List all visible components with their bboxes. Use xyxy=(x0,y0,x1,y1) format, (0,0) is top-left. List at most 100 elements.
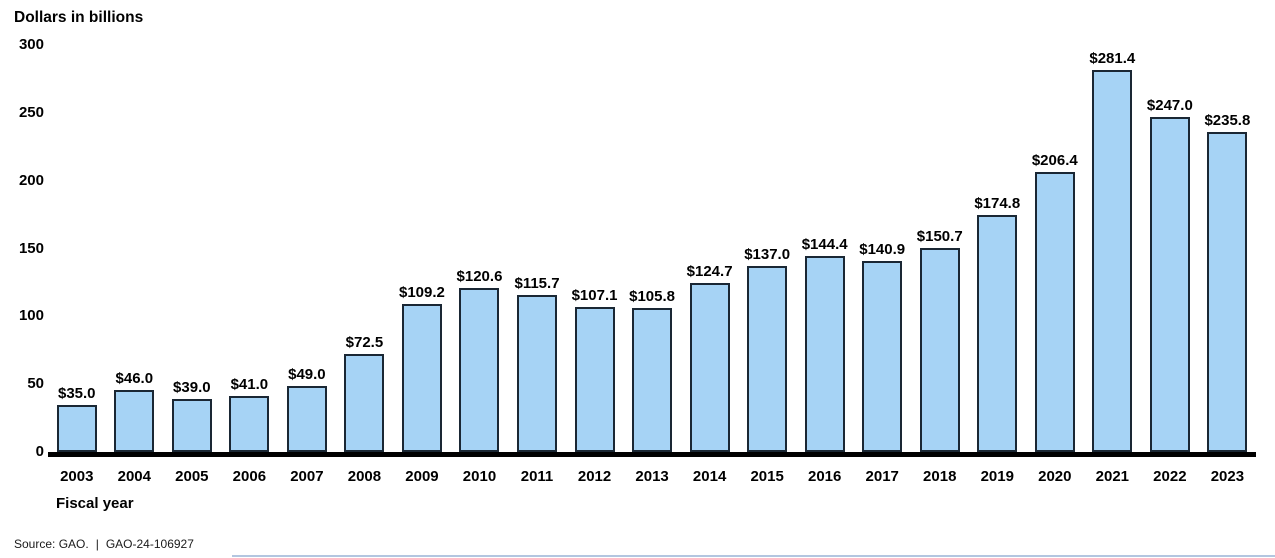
x-axis-line xyxy=(48,452,1256,457)
bar-value-label: $140.9 xyxy=(859,241,906,258)
bar-value-label: $247.0 xyxy=(1146,97,1193,114)
x-tick-label: 2006 xyxy=(232,468,267,485)
x-tick-label: 2005 xyxy=(175,468,209,485)
plot-area: $35.0 $46.0 $39.0 $41.0 $49.0 $72.5 $109.2 $120… xyxy=(48,30,1256,452)
y-tick-label: 0 xyxy=(35,443,44,460)
y-tick-label: 50 xyxy=(27,375,44,393)
report-number: GAO-24-106927 xyxy=(105,537,194,551)
bar-slot: $46.0 xyxy=(106,370,164,452)
bar xyxy=(401,304,442,452)
x-tick-label: 2014 xyxy=(692,468,727,485)
y-tick-label: 250 xyxy=(18,103,44,121)
x-tick-label: 2018 xyxy=(923,468,957,485)
y-axis: 0 50 100 150 200 250 300 xyxy=(0,0,44,470)
bar-value-label: $144.4 xyxy=(801,236,848,253)
x-tick-label: 2016 xyxy=(807,468,842,485)
bar-slot: $150.7 xyxy=(911,228,969,452)
bar xyxy=(517,295,558,452)
bar-value-label: $174.8 xyxy=(974,195,1021,212)
x-tick-label: 2015 xyxy=(750,468,784,485)
bar-slot: $174.8 xyxy=(969,195,1027,452)
bar-slot: $281.4 xyxy=(1084,50,1142,452)
bar-slot: $107.1 xyxy=(566,287,624,452)
x-tick-label: 2023 xyxy=(1210,468,1245,485)
bar-value-label: $124.7 xyxy=(686,263,733,280)
bar-slot: $41.0 xyxy=(221,376,279,452)
bar xyxy=(862,261,903,452)
x-tick-label: 2021 xyxy=(1095,468,1130,485)
bar-slot: $140.9 xyxy=(853,241,911,452)
bar xyxy=(747,266,788,452)
bar xyxy=(919,248,960,452)
bar-slot: $206.4 xyxy=(1026,152,1084,452)
bar xyxy=(286,386,327,452)
bar-slot: $109.2 xyxy=(393,284,451,452)
bar-slot: $72.5 xyxy=(336,334,394,452)
bottom-edge-line xyxy=(232,555,1275,557)
bar-slot: $124.7 xyxy=(681,263,739,452)
source-separator: | xyxy=(95,537,99,551)
bar-value-label: $41.0 xyxy=(230,376,269,393)
y-tick-label: 200 xyxy=(18,171,44,189)
bar xyxy=(459,288,500,452)
bar-value-label: $150.7 xyxy=(916,228,963,245)
bar-value-label: $46.0 xyxy=(115,370,154,387)
bar-value-label: $105.8 xyxy=(629,288,676,305)
bar-value-label: $115.7 xyxy=(514,275,560,292)
bar-value-label: $281.4 xyxy=(1089,50,1136,67)
bar-slot: $105.8 xyxy=(623,288,681,452)
bar-slot: $39.0 xyxy=(163,379,221,452)
x-tick-label: 2017 xyxy=(865,468,899,485)
x-tick-label: 2007 xyxy=(290,468,324,485)
source-note: Source: GAO. | GAO-24-106927 xyxy=(14,537,194,551)
x-tick-label: 2022 xyxy=(1153,468,1187,485)
bar xyxy=(1207,132,1248,452)
bar-value-label: $49.0 xyxy=(288,366,326,383)
x-axis-title: Fiscal year xyxy=(56,495,134,512)
bar-slot: $247.0 xyxy=(1141,97,1199,452)
bar xyxy=(56,405,97,452)
bar-slot: $235.8 xyxy=(1199,112,1257,452)
x-tick-label: 2011 xyxy=(520,468,554,485)
bar-value-label: $137.0 xyxy=(744,246,791,263)
bar xyxy=(344,354,385,452)
y-tick-label: 100 xyxy=(18,307,44,325)
bar-value-label: $107.1 xyxy=(571,287,618,304)
bar-value-label: $109.2 xyxy=(399,284,445,301)
x-tick-label: 2020 xyxy=(1038,468,1072,485)
x-tick-label: 2010 xyxy=(462,468,497,485)
bar-value-label: $39.0 xyxy=(173,379,211,396)
bar xyxy=(632,308,673,452)
x-axis-labels: 2003 2004 2005 2006 2007 2008 2009 2010 2011 2012… xyxy=(48,468,1256,485)
bar xyxy=(114,390,155,452)
bar-value-label: $206.4 xyxy=(1031,152,1078,169)
bar xyxy=(1092,70,1133,452)
bar-value-label: $72.5 xyxy=(345,334,384,351)
x-tick-label: 2003 xyxy=(60,468,94,485)
x-tick-label: 2009 xyxy=(405,468,439,485)
bar-slot: $115.7 xyxy=(508,275,566,452)
bar-value-label: $35.0 xyxy=(57,385,96,402)
source-text: Source: GAO. xyxy=(14,537,89,551)
bar xyxy=(1034,172,1075,452)
bar-slot: $49.0 xyxy=(278,366,336,452)
bar xyxy=(977,215,1018,452)
bar xyxy=(689,283,730,452)
bar-value-label: $235.8 xyxy=(1204,112,1251,129)
bar xyxy=(229,396,270,452)
y-axis-title: Dollars in billions xyxy=(14,9,144,26)
x-tick-label: 2019 xyxy=(980,468,1014,485)
bar xyxy=(804,256,845,452)
y-tick-label: 150 xyxy=(18,239,44,257)
x-tick-label: 2013 xyxy=(635,468,669,485)
x-tick-label: 2008 xyxy=(347,468,382,485)
bar-value-label: $120.6 xyxy=(456,268,503,285)
y-tick-label: 300 xyxy=(18,36,44,53)
bar-slot: $144.4 xyxy=(796,236,854,452)
bar-slot: $137.0 xyxy=(738,246,796,452)
x-tick-label: 2012 xyxy=(577,468,612,485)
x-tick-label: 2004 xyxy=(117,468,151,485)
bar xyxy=(1149,117,1190,452)
bar-slot: $120.6 xyxy=(451,268,509,452)
